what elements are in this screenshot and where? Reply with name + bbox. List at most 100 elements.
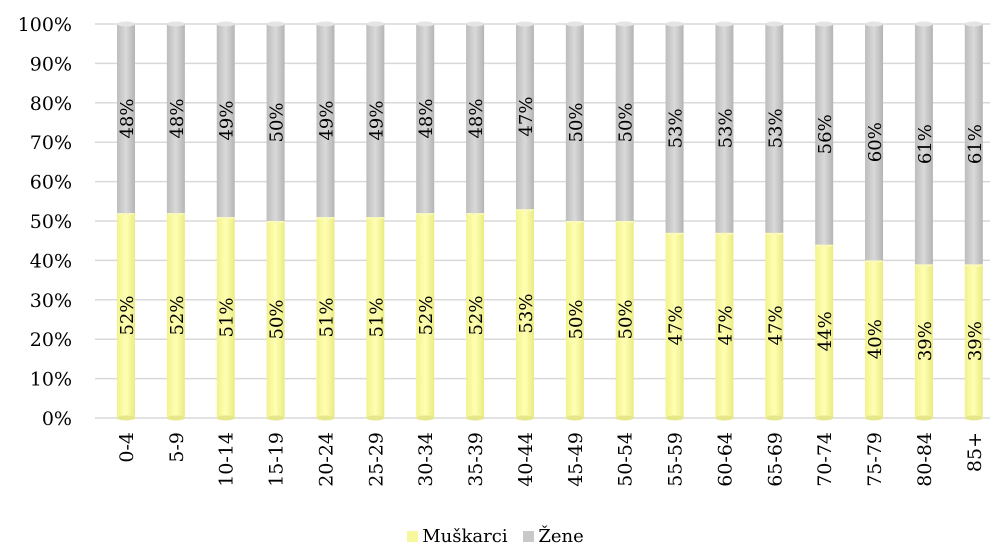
data-label: 50%	[566, 102, 587, 142]
data-label: 53%	[666, 108, 687, 148]
bar-zene-cap	[665, 21, 684, 27]
bar-base	[865, 415, 884, 421]
data-label: 60%	[865, 122, 886, 162]
bar-base	[266, 415, 285, 421]
bar-muskarci	[515, 209, 534, 418]
y-tick-label: 90%	[30, 53, 72, 75]
bar-zene	[964, 24, 983, 265]
x-tick-label: 55-59	[665, 432, 687, 487]
x-tick-label: 80-84	[914, 432, 936, 487]
y-tick-label: 0%	[42, 408, 72, 430]
bar-zene-cap	[765, 21, 784, 27]
data-label: 48%	[167, 99, 188, 139]
x-tick-label: 50-54	[615, 432, 637, 487]
bar-zene-cap	[166, 21, 185, 27]
legend-swatch-zene	[523, 531, 535, 542]
y-tick-label: 60%	[30, 172, 72, 194]
bar-muskarci	[466, 213, 485, 418]
bar-zene-cap	[316, 21, 335, 27]
bar-zene-cap	[964, 21, 983, 27]
x-axis-ticks: 0-4 5-9 10-14 15-19 20-24 25-29 30-34 35-39 40-4…	[116, 432, 986, 487]
bar-zene	[914, 24, 933, 265]
bar-zene	[316, 24, 335, 218]
data-label: 52%	[117, 296, 138, 336]
bar-muskarci	[665, 232, 684, 418]
data-label: 39%	[915, 321, 936, 361]
data-label: 50%	[616, 102, 637, 142]
data-label: 50%	[267, 299, 288, 339]
data-label: 39%	[965, 321, 986, 361]
x-tick-label: 10-14	[216, 432, 238, 487]
bar-base	[416, 415, 435, 421]
bar-muskarci	[416, 213, 435, 418]
bar-zene	[216, 24, 235, 218]
bar-zene-cap	[715, 21, 734, 27]
data-label: 50%	[267, 102, 288, 142]
data-labels: 52% 48% 52% 48% 51% 49% 50% 50% 51% 49% 51% 49% 52% 4…	[117, 97, 986, 362]
data-label: 51%	[217, 298, 238, 338]
bar-base	[166, 415, 185, 421]
bar-zene	[166, 24, 185, 214]
bar-base	[964, 415, 983, 421]
bar-muskarci	[615, 221, 634, 418]
x-tick-label: 25-29	[365, 432, 387, 487]
x-tick-label: 15-19	[266, 432, 288, 487]
data-label: 61%	[915, 124, 936, 164]
bar-base	[117, 415, 135, 421]
bar-zene-cap	[366, 21, 385, 27]
bar-zene	[665, 24, 684, 233]
data-label: 53%	[765, 108, 786, 148]
bar-zene-cap	[216, 21, 235, 27]
data-label: 49%	[217, 101, 238, 141]
bar-muskarci	[366, 217, 385, 418]
bar-zene-cap	[266, 21, 285, 27]
bar-zene-cap	[515, 21, 534, 27]
data-label: 52%	[416, 296, 437, 336]
data-label: 50%	[616, 299, 637, 339]
bar-zene	[765, 24, 784, 233]
bar-zene-cap	[865, 21, 884, 27]
bar-base	[515, 415, 534, 421]
x-tick-label: 70-74	[814, 432, 836, 487]
data-label: 53%	[516, 294, 537, 334]
y-tick-label: 40%	[30, 250, 72, 272]
bar-base	[715, 415, 734, 421]
bar-zene	[416, 24, 435, 214]
bar-base	[366, 415, 385, 421]
data-label: 49%	[316, 101, 337, 141]
x-tick-label: 0-4	[116, 432, 138, 463]
x-tick-label: 85+	[964, 432, 986, 472]
bar-zene	[565, 24, 584, 221]
y-tick-label: 100%	[18, 14, 72, 36]
data-label: 56%	[815, 114, 836, 154]
legend-swatch-muskarci	[407, 531, 419, 542]
legend-item-muskarci: Muškarci	[407, 526, 508, 547]
y-tick-label: 70%	[30, 132, 72, 154]
data-label: 52%	[167, 296, 188, 336]
x-tick-label: 40-44	[515, 432, 537, 487]
bar-muskarci	[964, 264, 983, 418]
data-label: 51%	[316, 298, 337, 338]
bar-base	[815, 415, 834, 421]
bar-zene	[266, 24, 285, 221]
bar-zene	[366, 24, 385, 218]
data-label: 61%	[965, 124, 986, 164]
bar-base	[765, 415, 784, 421]
data-label: 47%	[715, 305, 736, 345]
y-tick-label: 20%	[30, 329, 72, 351]
bar-base	[316, 415, 335, 421]
y-tick-label: 10%	[30, 369, 72, 391]
bar-base	[466, 415, 485, 421]
x-tick-label: 20-24	[315, 432, 337, 487]
bar-muskarci	[865, 260, 884, 418]
bar-zene	[117, 24, 135, 214]
bar-muskarci	[565, 221, 584, 418]
legend-label-muskarci: Muškarci	[422, 526, 508, 547]
data-label: 40%	[865, 319, 886, 359]
data-label: 53%	[715, 108, 736, 148]
data-label: 50%	[566, 299, 587, 339]
legend-label-zene: Žene	[538, 526, 584, 547]
y-tick-label: 30%	[30, 290, 72, 312]
bar-muskarci	[266, 221, 285, 418]
data-label: 52%	[466, 296, 487, 336]
